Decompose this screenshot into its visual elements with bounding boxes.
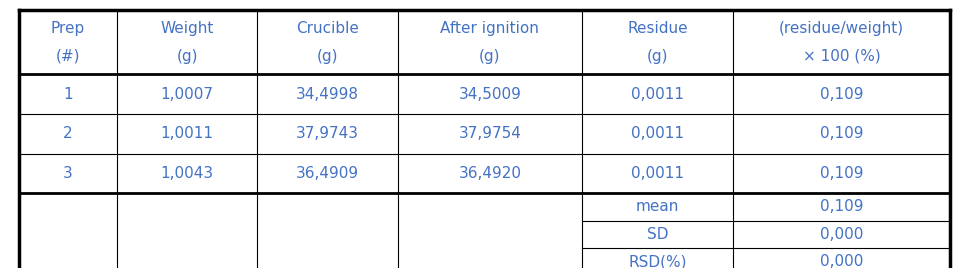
- Text: SD: SD: [647, 227, 669, 242]
- Text: 36,4920: 36,4920: [458, 166, 521, 181]
- Text: 1,0043: 1,0043: [161, 166, 213, 181]
- Text: 34,4998: 34,4998: [297, 87, 359, 102]
- Text: Prep: Prep: [51, 21, 85, 36]
- Text: (g): (g): [647, 49, 669, 64]
- Text: Crucible: Crucible: [297, 21, 359, 36]
- Text: 1,0007: 1,0007: [161, 87, 213, 102]
- Text: (g): (g): [317, 49, 338, 64]
- Text: 37,9754: 37,9754: [458, 126, 521, 141]
- Text: 0,0011: 0,0011: [631, 166, 684, 181]
- Text: 0,0011: 0,0011: [631, 126, 684, 141]
- Text: 37,9743: 37,9743: [297, 126, 359, 141]
- Text: 0,109: 0,109: [820, 199, 863, 214]
- Text: Weight: Weight: [160, 21, 214, 36]
- Text: 0,000: 0,000: [820, 254, 863, 268]
- Text: 3: 3: [63, 166, 73, 181]
- Text: 2: 2: [63, 126, 73, 141]
- Text: 0,109: 0,109: [820, 126, 863, 141]
- Text: 0,109: 0,109: [820, 87, 863, 102]
- Text: Residue: Residue: [627, 21, 688, 36]
- Text: RSD(%): RSD(%): [628, 254, 687, 268]
- Text: (residue/weight): (residue/weight): [779, 21, 904, 36]
- Text: After ignition: After ignition: [441, 21, 540, 36]
- Text: 0,109: 0,109: [820, 166, 863, 181]
- Text: 1,0011: 1,0011: [161, 126, 213, 141]
- Text: 1: 1: [63, 87, 73, 102]
- Text: 34,5009: 34,5009: [458, 87, 521, 102]
- Text: (g): (g): [479, 49, 501, 64]
- Text: 36,4909: 36,4909: [297, 166, 359, 181]
- Text: 0,000: 0,000: [820, 227, 863, 242]
- Text: (g): (g): [176, 49, 198, 64]
- Text: mean: mean: [636, 199, 679, 214]
- Text: (#): (#): [56, 49, 80, 64]
- Text: 0,0011: 0,0011: [631, 87, 684, 102]
- Text: × 100 (%): × 100 (%): [802, 49, 880, 64]
